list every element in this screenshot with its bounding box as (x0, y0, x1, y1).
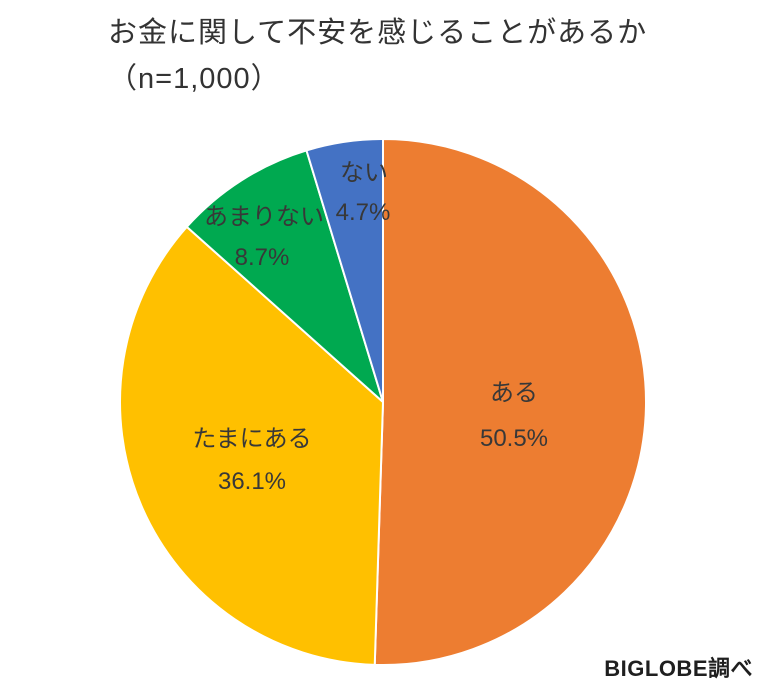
slice-pct-tamaniaru: 36.1% (217, 468, 287, 495)
slice-pct-nai: 4.7% (335, 199, 391, 226)
slice-label-aru: ある (490, 379, 538, 407)
source-credit: BIGLOBE調べ (604, 656, 753, 681)
chart-title: お金に関して不安を感じることがあるか （n=1,000） (108, 10, 647, 102)
pie-slice-1 (119, 225, 384, 666)
slice-label-amarinai: あまりない (204, 203, 324, 231)
slice-pct-aru: 50.5% (479, 425, 549, 452)
pie-svg (119, 138, 647, 666)
pie-slice-3 (305, 138, 384, 403)
pie-chart (117, 136, 649, 668)
pie-slice-0 (373, 138, 647, 666)
slice-label-nai: ない (340, 159, 388, 187)
slice-label-tamaniaru: たまにある (192, 425, 312, 453)
chart-title-line1: お金に関して不安を感じることがあるか (108, 17, 648, 49)
chart-title-line2: （n=1,000） (108, 63, 281, 95)
pie-slice-2 (185, 149, 384, 403)
slice-pct-amarinai: 8.7% (234, 244, 290, 271)
